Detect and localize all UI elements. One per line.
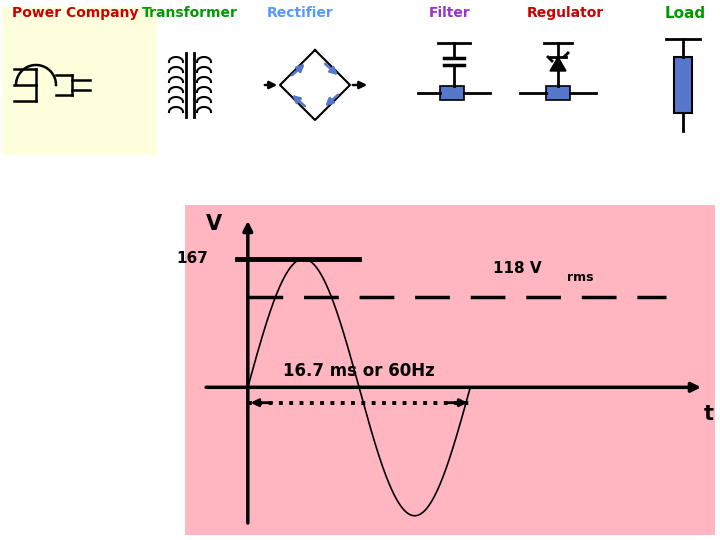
Text: 16.7 ms or 60Hz: 16.7 ms or 60Hz (283, 362, 435, 380)
Text: Load: Load (665, 5, 706, 21)
Text: Rectifier: Rectifier (266, 6, 333, 20)
Bar (185, 205, 715, 535)
Text: V: V (207, 214, 222, 234)
Text: Transformer: Transformer (142, 6, 238, 20)
Text: 167: 167 (176, 251, 208, 266)
Text: Filter: Filter (429, 6, 471, 20)
Text: t: t (703, 404, 714, 424)
Text: 118 V: 118 V (492, 261, 541, 275)
Polygon shape (550, 57, 566, 71)
Bar (440, 86, 464, 100)
Bar (2, 7, 157, 155)
Bar (674, 57, 692, 113)
Text: rms: rms (567, 271, 593, 284)
Bar (546, 86, 570, 100)
Text: Regulator: Regulator (526, 6, 603, 20)
Text: Power Company: Power Company (12, 6, 138, 20)
